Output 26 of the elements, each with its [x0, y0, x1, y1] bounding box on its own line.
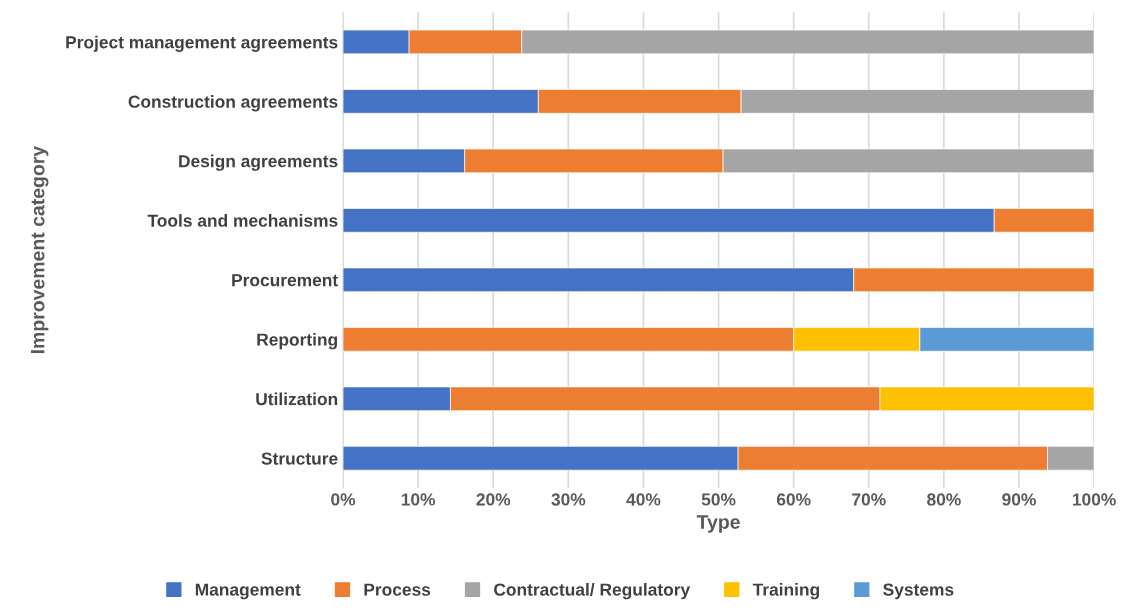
- x-axis-title: Type: [696, 515, 740, 533]
- y-tick-label: Tools and mechanisms: [147, 214, 338, 227]
- y-tick-label: Construction agreements: [128, 95, 338, 112]
- x-tick-label: 50%: [701, 493, 736, 506]
- x-tick-label: 0%: [331, 493, 356, 506]
- x-tick-label: 30%: [551, 493, 586, 506]
- x-tick-label: 20%: [476, 493, 511, 506]
- x-tick-label: 80%: [927, 493, 961, 506]
- y-tick-label: Project management agreements: [66, 35, 338, 52]
- x-tick-label: 70%: [852, 493, 886, 506]
- legend-label: Training: [752, 583, 819, 600]
- x-tick-label: 10%: [401, 493, 436, 506]
- x-tick-label: 60%: [776, 493, 811, 506]
- legend-label: Management: [195, 583, 301, 600]
- legend-label: Systems: [883, 583, 954, 600]
- y-axis-title: Improvement category: [30, 145, 49, 354]
- y-tick-label: Reporting: [257, 333, 338, 350]
- y-tick-label: Structure: [261, 452, 338, 465]
- y-tick-label: Utilization: [256, 392, 338, 406]
- y-tick-label: Procurement: [232, 274, 338, 287]
- x-tick-label: 40%: [626, 493, 661, 506]
- x-tick-label: 100%: [1072, 493, 1116, 506]
- x-tick-label: 90%: [1002, 493, 1036, 506]
- y-tick-label: Design agreements: [179, 154, 338, 171]
- legend-label: Contractual/ Regulatory: [494, 583, 691, 600]
- legend-label: Process: [364, 583, 431, 596]
